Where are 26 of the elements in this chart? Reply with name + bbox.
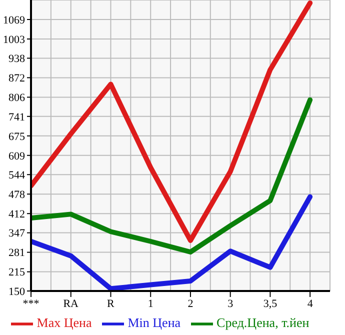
y-tick-label: 412	[8, 208, 25, 220]
x-tick-label: 2	[188, 298, 194, 310]
y-tick-label: 478	[8, 189, 26, 202]
x-tick-label: 3,5	[263, 298, 278, 310]
legend-label: Сред.Цена, т.йен	[216, 314, 310, 330]
y-tick-label: 806	[8, 92, 26, 104]
y-tick-label: 675	[8, 130, 26, 143]
x-tick-label: 4	[307, 298, 314, 310]
x-tick-label: RA	[63, 298, 79, 310]
y-tick-label: 347	[8, 228, 26, 240]
y-tick-label: 609	[8, 150, 26, 162]
y-tick-label: 1003	[3, 34, 26, 46]
x-tick-label: ***	[22, 298, 40, 310]
x-tick-label: R	[107, 298, 116, 310]
legend-label: Max Цена	[36, 314, 92, 330]
x-tick-label: 3	[228, 298, 234, 310]
y-tick-label: 281	[8, 247, 25, 260]
y-tick-label: 544	[8, 170, 26, 182]
x-tick-label: 1	[148, 298, 154, 310]
y-tick-label: 1069	[3, 14, 26, 26]
y-tick-label: 872	[8, 72, 25, 85]
y-tick-label: 150	[8, 286, 26, 298]
y-tick-label: 215	[8, 266, 26, 279]
legend-label: Min Цена	[128, 314, 181, 330]
y-tick-label: 938	[8, 53, 26, 66]
y-tick-label: 741	[8, 111, 25, 124]
